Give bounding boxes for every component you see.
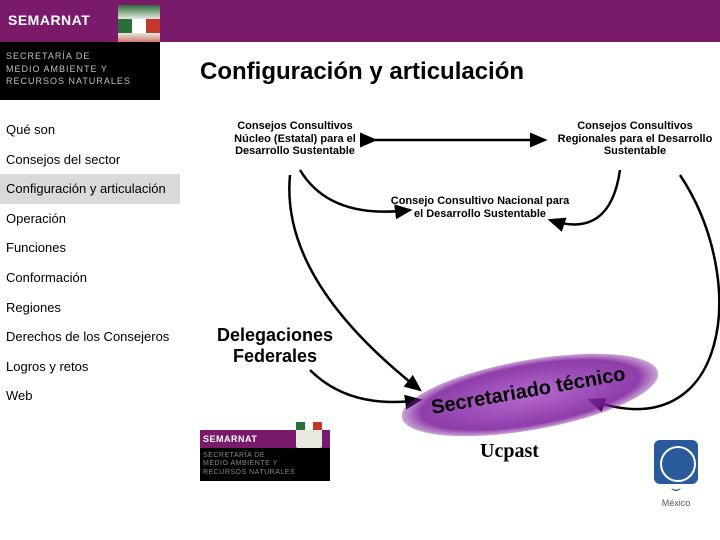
brand-text: SEMARNAT [8, 12, 90, 28]
footer-secretary: SECRETARÍA DEMEDIO AMBIENTE YRECURSOS NA… [200, 448, 330, 481]
nav-que-son[interactable]: Qué son [0, 115, 180, 145]
node-consejo-nacional: Consejo Consultivo Nacional para el Desa… [390, 195, 570, 220]
nav-derechos[interactable]: Derechos de los Consejeros [0, 322, 180, 352]
nav-web[interactable]: Web [0, 381, 180, 411]
secretary-label: SECRETARÍA DEMEDIO AMBIENTE YRECURSOS NA… [0, 42, 160, 100]
nav-regiones[interactable]: Regiones [0, 293, 180, 323]
nav-configuracion[interactable]: Configuración y articulación [0, 174, 180, 204]
pnud-label: México [650, 498, 702, 508]
node-consejos-regionales: Consejos Consultivos Regionales para el … [555, 120, 715, 158]
footer-flag-icon [296, 422, 322, 448]
nav-logros[interactable]: Logros y retos [0, 352, 180, 382]
nav-operacion[interactable]: Operación [0, 204, 180, 234]
node-delegaciones: Delegaciones Federales [200, 325, 350, 367]
sidebar: Qué son Consejos del sector Configuració… [0, 115, 180, 411]
node-ucpast: Ucpast [480, 440, 539, 463]
nav-funciones[interactable]: Funciones [0, 233, 180, 263]
nav-conformacion[interactable]: Conformación [0, 263, 180, 293]
node-consejos-nucleo: Consejos Consultivos Núcleo (Estatal) pa… [220, 120, 370, 158]
page-title: Configuración y articulación [200, 58, 524, 86]
pnud-globe-icon [654, 440, 698, 484]
pnud-logo: ⌣ México [650, 440, 702, 508]
nav-consejos-sector[interactable]: Consejos del sector [0, 145, 180, 175]
header-bar [0, 0, 720, 42]
footer-semarnat-logo: SEMARNAT SECRETARÍA DEMEDIO AMBIENTE YRE… [200, 430, 330, 481]
flag-shield-logo [118, 5, 160, 47]
